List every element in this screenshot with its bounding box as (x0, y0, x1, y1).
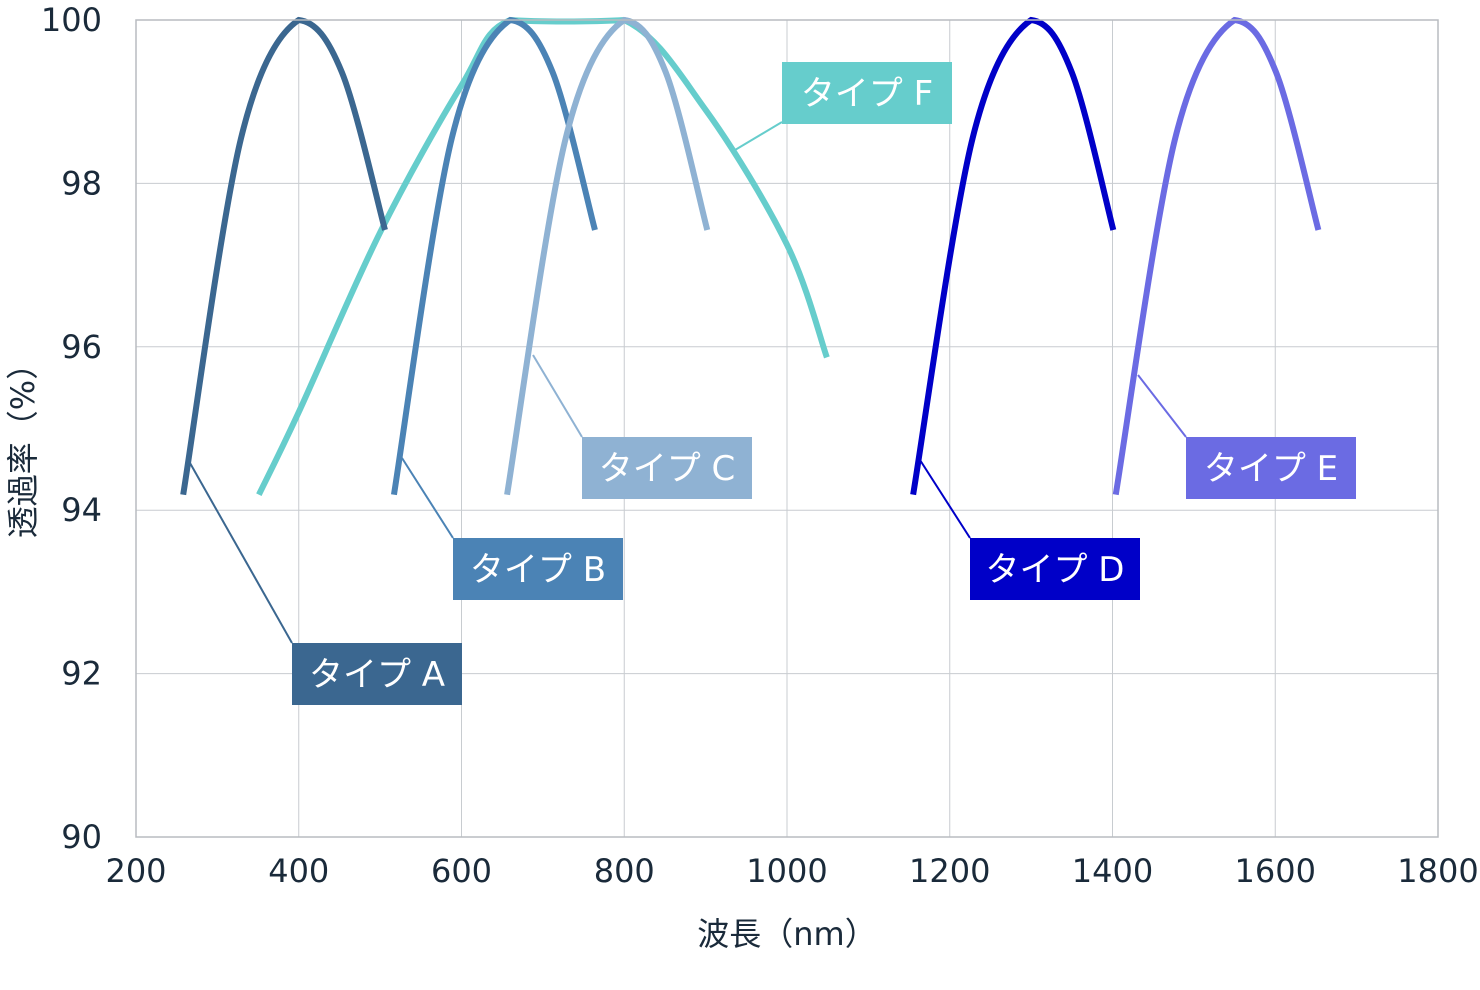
series-line-a (180, 16, 388, 496)
series-line-e (1112, 16, 1322, 496)
x-tick-label: 800 (594, 852, 655, 890)
y-tick-label: 98 (61, 164, 102, 202)
label-box-c (582, 437, 752, 499)
series-label-c: タイプ C (599, 449, 736, 489)
leader-line-b (401, 457, 454, 539)
y-tick-label: 92 (61, 655, 102, 693)
label-box-e (1186, 437, 1356, 499)
x-tick-label: 400 (268, 852, 329, 890)
series-line-b (390, 16, 598, 496)
y-tick-label: 96 (61, 328, 102, 366)
series-label-e: タイプ E (1204, 449, 1338, 489)
x-tick-label: 1200 (909, 852, 990, 890)
x-tick-label: 600 (431, 852, 492, 890)
plot-frame (135, 19, 1439, 838)
x-tick-label: 1600 (1235, 852, 1316, 890)
y-tick-label: 90 (61, 818, 102, 856)
x-tick-label: 1800 (1397, 852, 1478, 890)
leader-line-e (1137, 374, 1187, 438)
leader-line-a (189, 462, 293, 644)
x-tick-label: 1400 (1072, 852, 1153, 890)
y-tick-label: 94 (61, 491, 102, 529)
label-box-a (292, 643, 462, 705)
leader-line-c (532, 354, 583, 438)
axes: 200 400 600 800 1000 1200 1400 1600 1800 90 92 94 96… (41, 1, 1479, 890)
series-labels: タイプ A タイプ B タイプ C タイプ D タイプ E タイプ F (189, 62, 1356, 705)
series-label-f: タイプ F (801, 74, 933, 114)
leader-line-f (734, 121, 783, 151)
x-axis-label: 波長（nm） (697, 915, 876, 953)
series-line-c (504, 16, 711, 496)
label-box-f (782, 62, 952, 124)
y-tick-label: 100 (41, 1, 102, 39)
x-tick-label: 1000 (746, 852, 827, 890)
x-tick-label: 200 (105, 852, 166, 890)
series-label-b: タイプ B (470, 550, 606, 590)
series-curves (180, 16, 1322, 496)
leader-line-d (919, 459, 971, 539)
grid (135, 19, 1439, 838)
y-axis-label: 透過率（%） (4, 348, 42, 538)
label-box-d (970, 538, 1140, 600)
label-box-b (453, 538, 623, 600)
series-label-d: タイプ D (986, 550, 1125, 590)
series-line-d (910, 16, 1117, 496)
series-label-a: タイプ A (309, 655, 445, 695)
